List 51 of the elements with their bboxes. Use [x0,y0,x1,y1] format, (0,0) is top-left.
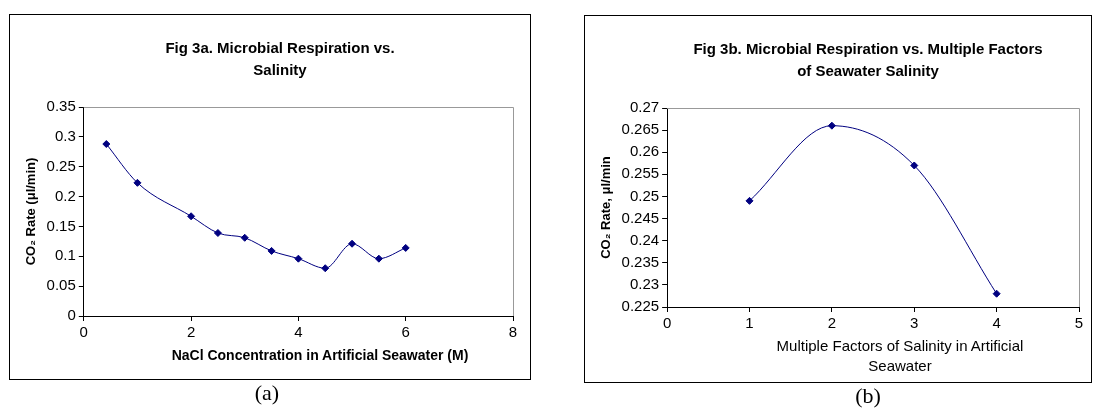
y-tick-label: 0.225 [621,297,660,315]
x-axis-title: Multiple Factors of Salinity in Artificial Seawater [775,336,1025,376]
y-tick-label: 0.25 [46,156,76,174]
y-tick-label: 0.255 [621,164,660,182]
x-tick-label: 3 [910,314,919,332]
point [374,254,383,263]
x-tick-label: 2 [186,323,196,341]
point [321,264,330,273]
text: (a) [253,380,281,406]
x-tick-label: 6 [401,323,410,341]
y-tick-label: 0.26 [629,142,660,160]
y-tick-label: 0.235 [621,252,660,270]
point [294,254,303,263]
chart-title: Fig 3b. Microbial Respiration vs. Multiple Factors of Seawater Salinity [692,39,1044,81]
point [133,178,142,187]
y-tick-label: 0.245 [621,208,660,226]
chart-title: Fig 3a. Microbial Respiration vs. Salinity [164,38,396,80]
x-tick-label: 2 [827,314,837,332]
y-tick-label: 0.2 [54,186,76,204]
point [102,140,111,149]
x-tick-label: 0 [79,323,88,341]
x-tick-label: 4 [992,314,1001,332]
y-axis-title: CO₂ Rate, μl/min [598,156,614,259]
point [348,239,357,248]
point [267,246,276,255]
point [992,289,1001,298]
y-tick-label: 0.1 [54,246,76,264]
point [240,233,249,242]
y-tick-label: 0.27 [629,98,660,116]
y-axis-title: CO₂ Rate (μl/min) [23,157,39,266]
x-tick-label: 5 [1074,314,1084,332]
x-axis-title: NaCl Concentration in Artificial Seawater (M) [170,346,470,365]
point [745,196,754,205]
y-tick-label: 0.35 [46,97,76,115]
y-tick-label: 0.265 [621,120,660,138]
x-tick-label: 0 [662,314,672,332]
x-tick-label: 8 [508,323,518,341]
y-tick-label: 0.15 [46,216,76,234]
x-tick-label: 4 [294,323,303,341]
point [187,212,196,221]
y-tick-label: 0.23 [629,275,660,293]
text: (b) [854,383,882,409]
point [910,161,919,170]
x-tick-label: 1 [745,314,754,332]
point [827,121,836,130]
y-tick-label: 0.3 [54,127,76,144]
point [213,229,222,237]
point [401,243,410,252]
y-tick-label: 0.25 [629,186,660,204]
y-tick-label: 0.05 [46,276,76,294]
y-tick-label: 0.24 [629,230,660,248]
